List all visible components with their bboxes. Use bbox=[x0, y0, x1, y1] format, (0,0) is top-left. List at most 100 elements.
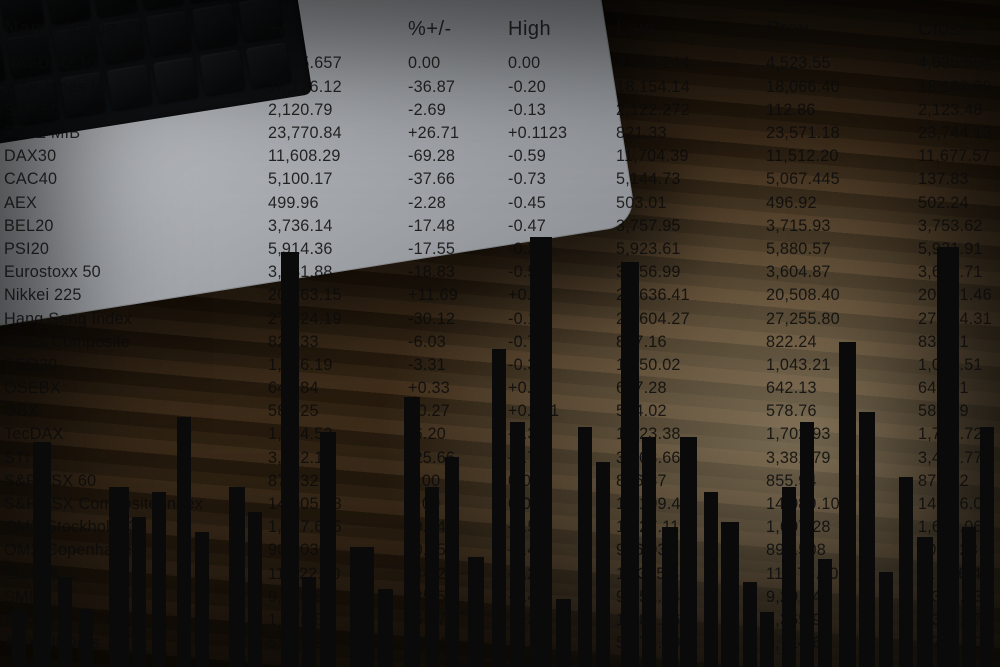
table-header-row: Name Value +/- %+/- High Low Prev Close bbox=[0, 6, 1000, 52]
cell: 2,120.79 bbox=[268, 102, 408, 118]
cell-name: Eurostoxx 50 bbox=[0, 264, 268, 280]
cell: +0.1123 bbox=[508, 125, 616, 141]
index-name: AEX bbox=[4, 194, 37, 212]
cell: 3,381.79 bbox=[766, 450, 918, 466]
cell: +0.27 bbox=[408, 403, 508, 419]
table-row: PSI205,914.36-17.55-0.305,923.615,880.57… bbox=[0, 238, 1000, 261]
table-row: AEX499.96-2.28-0.45503.01496.92502.24 bbox=[0, 191, 1000, 214]
index-name: FTSE MIB bbox=[4, 124, 80, 142]
cell: 496.92 bbox=[766, 195, 918, 211]
cell: 1,043.21 bbox=[766, 357, 918, 373]
table-row: TecDAX1,714.52-6.20-0.351,723.381,702.93… bbox=[0, 423, 1000, 446]
cell: -0.47 bbox=[508, 218, 616, 234]
market-table: Name Value +/- %+/- High Low Prev Close … bbox=[0, 6, 1000, 655]
cell: 4,523.55 bbox=[766, 55, 918, 71]
cell: +0.33 bbox=[408, 380, 508, 396]
table-row: OMX Copenhagen906.039-0.75-0.44906.03989… bbox=[0, 539, 1000, 562]
table-row: DAX3011,608.29-69.28-0.5911,704.3911,512… bbox=[0, 145, 1000, 168]
cell: 502.24 bbox=[918, 195, 1000, 211]
cell: +60.30 bbox=[408, 635, 508, 651]
index-name: OSEBX bbox=[4, 379, 61, 397]
cell: 1,040.51 bbox=[918, 357, 1000, 373]
cell: 827.16 bbox=[616, 334, 766, 350]
cell: 18,154.14 bbox=[616, 79, 766, 95]
cell-name: FTSE MIB bbox=[0, 125, 268, 141]
keycap bbox=[185, 0, 231, 3]
cell-name: S&P TSX 60 bbox=[0, 473, 268, 489]
cell: +0.06 bbox=[508, 287, 616, 303]
cell: -18.83 bbox=[408, 264, 508, 280]
cell: 5,880.57 bbox=[766, 241, 918, 257]
index-name: S&P 500 bbox=[4, 101, 69, 119]
cell: -2.69 bbox=[408, 102, 508, 118]
cell: 27,604.27 bbox=[616, 311, 766, 327]
cell: 3,753.62 bbox=[918, 218, 1000, 234]
cell: 0.00 bbox=[408, 473, 508, 489]
cell: 3,392.11 bbox=[268, 450, 408, 466]
cell-name: S&P 500 bbox=[0, 102, 268, 118]
cell: 642.13 bbox=[766, 380, 918, 396]
cell-name: OMX Stockholm 30 bbox=[0, 519, 268, 535]
table-row: Eurostoxx 503,631.88-18.83-0.523,656.993… bbox=[0, 261, 1000, 284]
cell: 18,126.12 bbox=[268, 79, 408, 95]
cell: -3.31 bbox=[408, 357, 508, 373]
index-name: Dow Jones IA bbox=[4, 78, 106, 96]
table-row: OMX Stockholm 301,617.615-9.44-0.581,627… bbox=[0, 516, 1000, 539]
cell: +26.71 bbox=[408, 125, 508, 141]
cell: 0.00 bbox=[508, 496, 616, 512]
table-row: OBX582.25+0.27+0.001584.02578.76582.29 bbox=[0, 400, 1000, 423]
index-name: IBEX35 bbox=[4, 565, 60, 583]
cell-name: TecDAX bbox=[0, 426, 268, 442]
cell: 1,617.615 bbox=[268, 519, 408, 535]
cell: 11,322.20 bbox=[268, 566, 408, 582]
cell: -37.66 bbox=[408, 171, 508, 187]
cell: 647.28 bbox=[616, 380, 766, 396]
cell: 5,914.36 bbox=[268, 241, 408, 257]
cell: 20,636.41 bbox=[616, 287, 766, 303]
cell: 18,066.40 bbox=[766, 79, 918, 95]
cell: 1,720.72 bbox=[918, 426, 1000, 442]
cell: 906.039 bbox=[616, 542, 766, 558]
cell: -0.11 bbox=[508, 311, 616, 327]
index-name: Eurostoxx 50 bbox=[4, 263, 101, 281]
cell: 898.508 bbox=[766, 542, 918, 558]
cell: 902.428 bbox=[918, 542, 1000, 558]
cell: 5,714.60 bbox=[918, 635, 1000, 651]
cell-name: Dow Jones IA bbox=[0, 79, 268, 95]
cell: -0.35 bbox=[508, 612, 616, 628]
table-row: S&P 5002,120.79-2.69-0.132,122.272112.86… bbox=[0, 98, 1000, 121]
index-name: PSI20 bbox=[4, 240, 49, 258]
cell: -17.48 bbox=[408, 218, 508, 234]
cell: 23,770.84 bbox=[268, 125, 408, 141]
index-name: SLI bbox=[4, 611, 29, 629]
col-name: Name Value bbox=[0, 19, 268, 39]
index-name: OBX bbox=[4, 402, 39, 420]
table-row: OSEBX645.84+0.33+0.07647.28642.13645.51 bbox=[0, 377, 1000, 400]
cell: 855.94 bbox=[766, 473, 918, 489]
cell: +0.001 bbox=[508, 403, 616, 419]
cell: -6.47 bbox=[408, 612, 508, 628]
cell: 5,144.73 bbox=[616, 171, 766, 187]
cell-name: DAX30 bbox=[0, 148, 268, 164]
cell: 837.01 bbox=[918, 334, 1000, 350]
cell-name: IBEX35 bbox=[0, 566, 268, 582]
cell-name: CAC40 bbox=[0, 171, 268, 187]
table-row: IBEX3511,322.20-44.20-0.2611,375.4011,27… bbox=[0, 562, 1000, 585]
cell: 23,744.13 bbox=[918, 125, 1000, 141]
cell-name: PSI20 bbox=[0, 241, 268, 257]
index-name: TecDAX bbox=[4, 425, 64, 443]
cell: 1,365.91 bbox=[766, 612, 918, 628]
cell: -0.44 bbox=[508, 542, 616, 558]
cell: -0.26 bbox=[508, 566, 616, 582]
cell: 645.84 bbox=[268, 380, 408, 396]
cell: 27,255.80 bbox=[766, 311, 918, 327]
cell: -0.72 bbox=[508, 334, 616, 350]
cell: -0.35 bbox=[508, 426, 616, 442]
table-body: NASDAQ 1004,535.6570.000.004,548.2444,52… bbox=[0, 52, 1000, 655]
cell: -44.20 bbox=[408, 566, 508, 582]
table-row: Athex Composite821.33-6.03-0.72827.16822… bbox=[0, 330, 1000, 353]
cell: 4,535.657 bbox=[918, 55, 1000, 71]
index-name: Athex Composite bbox=[4, 333, 130, 351]
table-row: Dow Jones IA18,126.12-36.87-0.2018,154.1… bbox=[0, 75, 1000, 98]
cell: -0.20 bbox=[508, 79, 616, 95]
